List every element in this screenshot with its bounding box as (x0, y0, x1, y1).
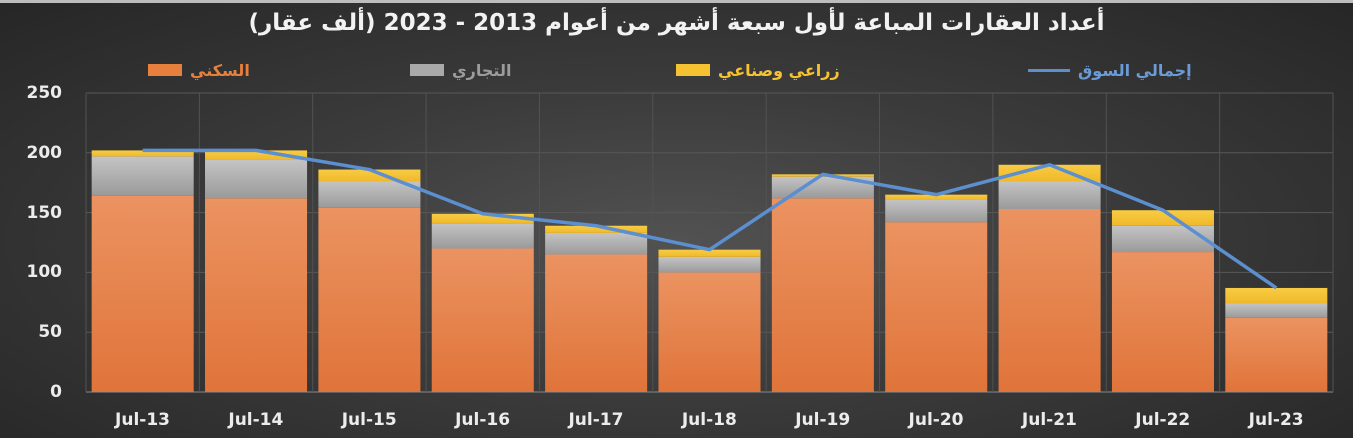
chart-legend: السكني التجاري زراعي وصناعي إجمالي السوق (0, 57, 1353, 83)
bar-segment (431, 248, 534, 392)
chart-title: أعداد العقارات المباعة لأول سبعة أشهر من… (248, 10, 1105, 36)
legend-item-agri-industrial: زراعي وصناعي (676, 57, 840, 83)
top-border (0, 0, 1353, 3)
y-tick-label: 100 (26, 262, 63, 283)
bar-segment (658, 256, 761, 273)
x-tick-label: Jul-16 (455, 410, 511, 430)
bar-segment (1111, 225, 1214, 253)
x-tick-label: Jul-19 (795, 410, 851, 430)
bar-segment (91, 150, 194, 157)
bar-segment (91, 156, 194, 196)
market-total-line (142, 148, 1278, 290)
x-tick-label: Jul-22 (1135, 410, 1191, 430)
x-tick-label: Jul-18 (681, 410, 737, 430)
x-tick-label: Jul-13 (115, 410, 170, 430)
legend-item-market-total: إجمالي السوق (1028, 57, 1192, 83)
bar-segment (545, 254, 648, 392)
bar-segment (998, 181, 1101, 210)
bar-segment (1225, 287, 1328, 304)
legend-swatch-agri-industrial (676, 64, 710, 76)
legend-swatch-commercial (410, 64, 444, 76)
bar-segment (205, 159, 308, 199)
bar-segment (1225, 303, 1328, 318)
bar-segment (205, 150, 308, 160)
y-tick-label: 250 (26, 83, 63, 103)
bar-segment (998, 209, 1101, 392)
bar-segment (545, 225, 648, 233)
y-tick-label: 200 (26, 142, 63, 163)
y-tick-label: 150 (26, 202, 63, 223)
bar-segment (318, 169, 421, 182)
bar-segment (658, 249, 761, 257)
bar-segment (318, 207, 421, 392)
bar-segment (318, 181, 421, 208)
legend-label-residential: السكني (190, 60, 250, 80)
legend-label-agri-industrial: زراعي وصناعي (718, 60, 840, 80)
y-tick-label: 0 (50, 382, 62, 402)
bar-segment (91, 195, 194, 392)
bar-segment (885, 222, 988, 392)
x-tick-label: Jul-20 (908, 410, 964, 430)
bar-segment (885, 199, 988, 223)
bar-segment (431, 223, 534, 249)
x-tick-label: Jul-15 (341, 410, 397, 430)
legend-label-market-total: إجمالي السوق (1078, 60, 1192, 80)
bar-segment (771, 198, 874, 392)
x-tick-label: Jul-21 (1021, 410, 1077, 430)
legend-swatch-residential (148, 64, 182, 76)
x-tick-label: Jul-14 (228, 410, 284, 430)
line-series-market-total (142, 148, 1278, 290)
legend-item-residential: السكني (148, 57, 250, 83)
y-tick-label: 50 (38, 322, 62, 343)
bar-segment (431, 213, 534, 224)
x-tick-label: Jul-23 (1248, 410, 1304, 430)
bar-segment (1111, 252, 1214, 392)
legend-item-commercial: التجاري (410, 57, 511, 83)
bar-segment (545, 232, 648, 255)
x-tick-label: Jul-17 (568, 410, 624, 430)
bar-series (91, 150, 1328, 392)
bar-segment (998, 164, 1101, 182)
bar-segment (1111, 210, 1214, 226)
bar-segment (205, 198, 308, 392)
bar-segment (658, 272, 761, 392)
legend-line-market-total (1028, 68, 1070, 72)
bar-segment (1225, 317, 1328, 392)
legend-label-commercial: التجاري (452, 60, 512, 80)
bar-segment (885, 194, 988, 200)
